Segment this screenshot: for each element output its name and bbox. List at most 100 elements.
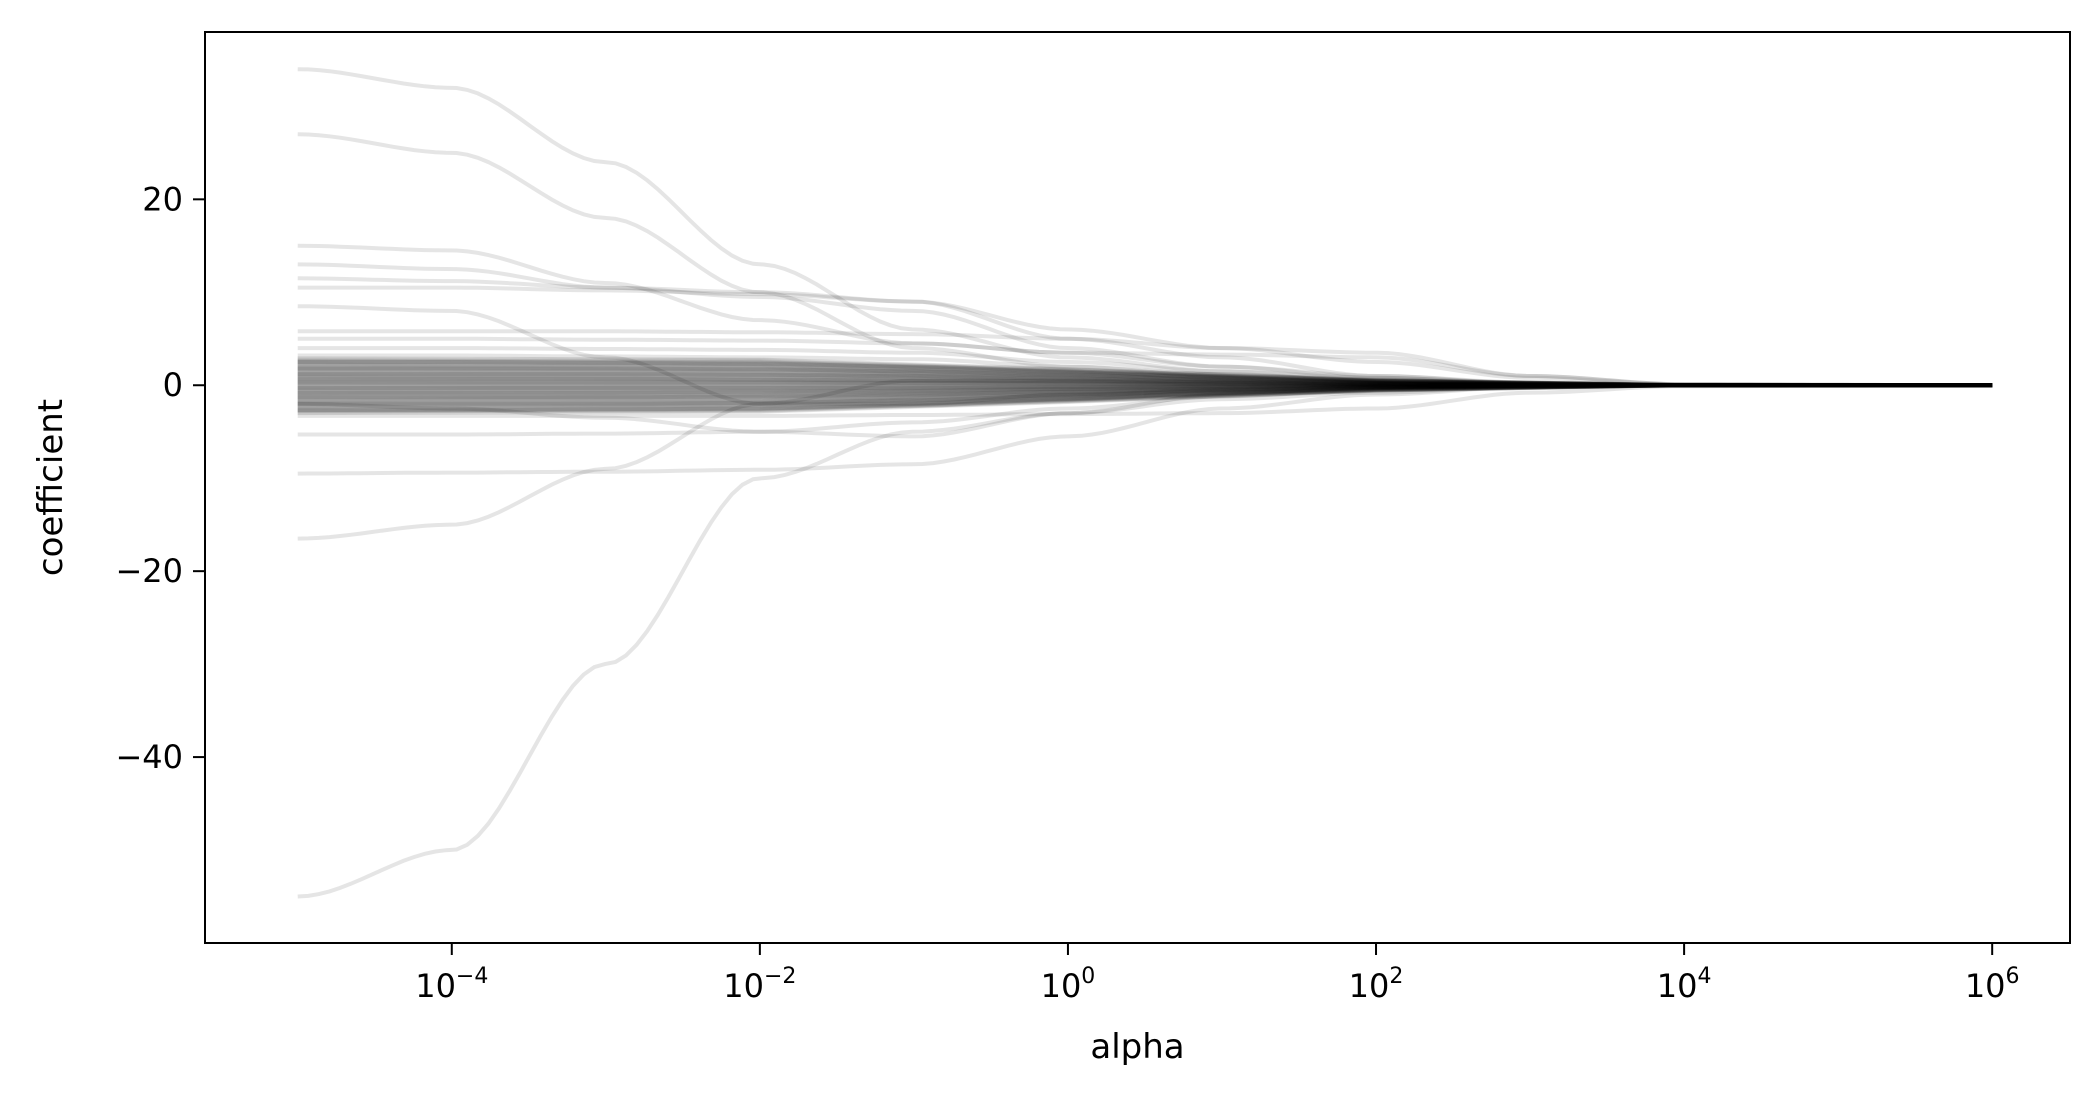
coefficient-path-dense-6 xyxy=(297,383,1993,411)
coefficient-path-dense-47 xyxy=(297,368,1993,388)
coefficient-path-dense-36 xyxy=(297,378,1993,388)
coefficient-path-dense-7 xyxy=(297,383,1993,410)
coefficient-path-dense-28 xyxy=(297,383,1993,390)
coefficient-path-dense-56 xyxy=(297,360,1993,388)
coefficient-path-dense-53 xyxy=(297,362,1993,388)
coefficient-path-dense-57 xyxy=(297,359,1993,388)
x-tick-label-4: 102 xyxy=(1349,964,1404,1005)
series-layer xyxy=(297,67,1993,899)
coefficient-path-dense-20 xyxy=(297,383,1993,398)
x-tick-exponent-4: 2 xyxy=(1389,964,1403,989)
coefficient-path-9 xyxy=(297,336,1993,388)
coefficient-path-dense-1 xyxy=(297,383,1993,416)
coefficient-path-24 xyxy=(297,383,1993,439)
coefficient-path-dense-14 xyxy=(297,383,1993,403)
coefficient-path-15 xyxy=(297,376,1993,388)
coefficient-path-11 xyxy=(297,353,1993,388)
coefficient-path-25 xyxy=(297,383,1993,476)
coefficient-path-dense-15 xyxy=(297,383,1993,403)
coefficient-path-dense-5 xyxy=(297,383,1993,412)
coefficient-path-dense-16 xyxy=(297,383,1993,402)
coefficient-path-dense-59 xyxy=(297,357,1993,388)
coefficient-path-dense-51 xyxy=(297,364,1993,388)
coefficient-path-3 xyxy=(297,243,1993,388)
coefficient-path-dense-40 xyxy=(297,374,1993,388)
coefficient-path-dense-39 xyxy=(297,375,1993,388)
coefficient-path-6 xyxy=(297,285,1993,388)
coefficient-path-7 xyxy=(297,304,1993,406)
coefficient-path-12 xyxy=(297,360,1993,388)
coefficient-path-dense-11 xyxy=(297,383,1993,406)
coefficient-path-dense-21 xyxy=(297,383,1993,397)
coefficient-path-dense-12 xyxy=(297,383,1993,405)
coefficient-path-dense-30 xyxy=(297,383,1993,389)
coefficient-path-dense-42 xyxy=(297,373,1993,388)
coefficient-path-8 xyxy=(297,329,1993,388)
coefficient-path-dense-32 xyxy=(297,382,1993,388)
coefficient-path-dense-10 xyxy=(297,383,1993,407)
coefficient-path-2 xyxy=(297,132,1993,388)
coefficient-path-dense-35 xyxy=(297,379,1993,388)
x-tick-base-1: 10 xyxy=(415,967,456,1005)
coefficient-path-dense-43 xyxy=(297,372,1993,388)
coefficient-path-dense-49 xyxy=(297,366,1993,388)
coefficient-path-dense-17 xyxy=(297,383,1993,401)
coefficient-path-dense-37 xyxy=(297,377,1993,388)
x-tick-exponent-6: 6 xyxy=(2006,964,2020,989)
coefficient-path-4 xyxy=(297,262,1993,388)
coefficient-path-dense-9 xyxy=(297,383,1993,408)
x-tick-base-3: 10 xyxy=(1041,967,1082,1005)
coefficient-path-dense-18 xyxy=(297,383,1993,400)
x-tick-exponent-2: −2 xyxy=(764,964,796,989)
x-tick-base-2: 10 xyxy=(723,967,764,1005)
coefficient-path-dense-34 xyxy=(297,380,1993,388)
y-tick-label-3: −20 xyxy=(115,552,183,590)
y-axis-label: coefficient xyxy=(31,399,71,576)
coefficient-path-27 xyxy=(297,383,1993,899)
x-tick-exponent-5: 4 xyxy=(1697,964,1711,989)
x-tick-label-6: 106 xyxy=(1965,964,2020,1005)
y-tick-label-4: −40 xyxy=(115,738,183,776)
coefficient-path-16 xyxy=(297,380,1993,388)
coefficient-path-dense-26 xyxy=(297,383,1993,392)
coefficient-path-18 xyxy=(297,383,1993,395)
x-tick-base-6: 10 xyxy=(1965,967,2006,1005)
coefficient-path-dense-50 xyxy=(297,365,1993,388)
coefficient-path-dense-55 xyxy=(297,360,1993,388)
x-tick-base-5: 10 xyxy=(1657,967,1698,1005)
x-tick-exponent-1: −4 xyxy=(456,964,488,989)
coefficient-path-5 xyxy=(297,276,1993,388)
coefficient-path-dense-52 xyxy=(297,363,1993,388)
coefficient-path-dense-27 xyxy=(297,383,1993,391)
coefficient-path-dense-38 xyxy=(297,376,1993,388)
coefficient-path-dense-24 xyxy=(297,383,1993,394)
coefficient-path-1 xyxy=(297,67,1993,388)
coefficient-path-22 xyxy=(297,383,1993,418)
y-axis-ticks: 20 0 −20 −40 xyxy=(115,180,205,776)
coefficient-path-dense-3 xyxy=(297,383,1993,414)
x-tick-base-4: 10 xyxy=(1349,967,1390,1005)
x-tick-label-1: 10−4 xyxy=(415,964,488,1005)
coefficient-path-14 xyxy=(297,372,1993,388)
coefficient-path-dense-33 xyxy=(297,381,1993,388)
plot-area-frame xyxy=(204,31,2071,944)
y-tick-label-2: 0 xyxy=(163,366,183,404)
coefficient-path-dense-2 xyxy=(297,383,1993,415)
coefficient-path-17 xyxy=(297,383,1993,390)
coefficient-path-dense-54 xyxy=(297,361,1993,388)
coefficient-path-dense-22 xyxy=(297,383,1993,396)
coefficient-path-dense-45 xyxy=(297,370,1993,388)
coefficient-path-dense-19 xyxy=(297,383,1993,399)
coefficient-path-21 xyxy=(297,383,1993,413)
coefficient-path-dense-13 xyxy=(297,383,1993,404)
y-tick-label-1: 20 xyxy=(142,180,183,218)
coefficient-path-dense-23 xyxy=(297,383,1993,395)
x-tick-exponent-3: 0 xyxy=(1081,964,1095,989)
coefficient-path-20 xyxy=(297,383,1993,406)
x-tick-label-2: 10−2 xyxy=(723,964,796,1005)
coefficient-path-13 xyxy=(297,366,1993,388)
coefficient-path-23 xyxy=(297,383,1993,437)
coefficient-path-dense-46 xyxy=(297,369,1993,388)
